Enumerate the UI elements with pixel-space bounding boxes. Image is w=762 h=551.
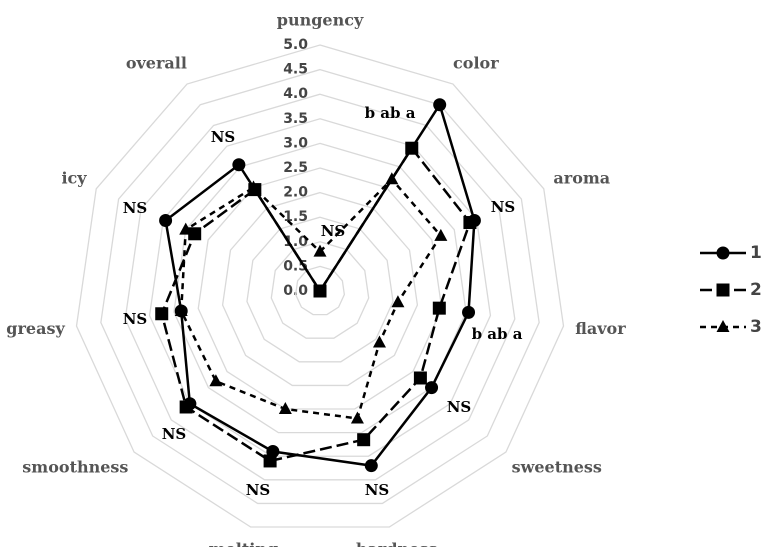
grid-ring <box>294 265 346 316</box>
r-tick-label: 2.5 <box>283 160 308 176</box>
legend-label: 3 <box>750 317 762 337</box>
point-marker <box>179 222 193 235</box>
point-marker <box>391 295 405 308</box>
point-marker <box>462 305 476 319</box>
point-marker <box>209 374 223 387</box>
category-label: hardness <box>356 540 437 547</box>
point-marker <box>364 459 378 473</box>
r-tick-label: 1.5 <box>283 209 308 225</box>
point-marker <box>232 158 246 172</box>
category-label: flavor <box>575 319 626 338</box>
legend-marker <box>716 246 730 260</box>
point-marker <box>413 371 427 385</box>
point-marker <box>432 301 446 315</box>
category-label: smoothness <box>22 457 128 476</box>
point-marker <box>174 303 188 316</box>
category-label: icy <box>61 168 87 187</box>
grid-ring <box>246 216 394 363</box>
grid-ring <box>197 167 443 410</box>
point-marker <box>463 216 477 230</box>
point-marker <box>385 172 399 185</box>
grid-ring <box>75 44 565 528</box>
point-marker <box>372 335 386 348</box>
series-line <box>164 101 476 468</box>
point-marker <box>313 244 327 257</box>
point-marker <box>405 141 419 155</box>
significance-label: NS <box>365 481 390 499</box>
point-marker <box>425 381 439 395</box>
legend-label: 2 <box>750 280 762 300</box>
point-marker <box>159 213 173 227</box>
r-tick-label: 3.0 <box>283 135 308 151</box>
category-label: aroma <box>553 168 610 187</box>
category-label: sweetness <box>512 457 602 476</box>
point-marker <box>179 400 193 414</box>
point-marker <box>188 227 202 241</box>
point-marker <box>350 411 364 424</box>
series-line <box>160 146 472 463</box>
significance-label: NS <box>211 128 236 146</box>
r-tick-label: 1.0 <box>283 234 308 250</box>
grid-ring <box>148 118 492 457</box>
significance-label: b ab a <box>365 104 416 122</box>
r-tick-label: 2.0 <box>283 185 308 201</box>
significance-label: NS <box>321 222 346 240</box>
r-tick-label: 3.5 <box>283 111 308 127</box>
category-label: greasy <box>6 319 65 338</box>
significance-label: b ab a <box>472 325 523 343</box>
grid-ring <box>124 93 516 481</box>
significance-label: NS <box>123 199 148 217</box>
significance-label: NS <box>123 310 148 328</box>
category-label: color <box>453 53 499 72</box>
point-marker <box>434 228 448 241</box>
point-marker <box>357 433 371 447</box>
point-marker <box>263 454 277 468</box>
legend-marker <box>716 283 730 297</box>
significance-label: NS <box>491 198 516 216</box>
legend-marker <box>716 320 730 332</box>
grid-ring <box>173 142 467 434</box>
point-marker <box>155 307 169 321</box>
grid-ring <box>100 68 540 505</box>
significance-label: NS <box>162 425 187 443</box>
grid-ring <box>221 191 419 387</box>
r-tick-label: 4.0 <box>283 86 308 102</box>
category-label: overall <box>126 53 187 72</box>
r-tick-label: 4.5 <box>283 62 308 78</box>
point-marker <box>313 284 327 298</box>
significance-label: NS <box>447 398 472 416</box>
legend-label: 1 <box>750 243 762 263</box>
grid-ring <box>270 241 370 339</box>
point-marker <box>247 180 261 193</box>
point-marker <box>433 98 447 112</box>
category-label: melting <box>209 540 278 547</box>
point-marker <box>278 402 292 415</box>
r-tick-label: 5.0 <box>283 37 308 53</box>
significance-label: NS <box>246 481 271 499</box>
category-label: pungency <box>277 11 364 30</box>
